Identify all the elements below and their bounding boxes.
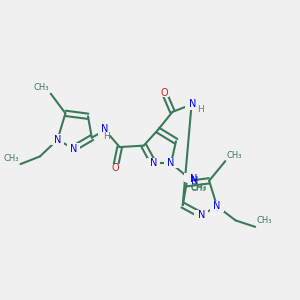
Text: N: N <box>150 158 157 168</box>
FancyBboxPatch shape <box>111 164 120 172</box>
Text: N: N <box>191 176 199 186</box>
Text: N: N <box>70 143 77 154</box>
Text: CH₃: CH₃ <box>227 151 242 160</box>
Text: CH₃: CH₃ <box>4 154 19 163</box>
FancyBboxPatch shape <box>185 99 198 110</box>
Text: O: O <box>112 163 119 173</box>
Text: H: H <box>103 132 110 141</box>
FancyBboxPatch shape <box>67 143 80 154</box>
FancyBboxPatch shape <box>160 88 169 97</box>
Text: CH₃: CH₃ <box>191 184 206 193</box>
FancyBboxPatch shape <box>194 210 208 220</box>
FancyBboxPatch shape <box>51 134 64 145</box>
Text: N: N <box>190 174 197 184</box>
FancyBboxPatch shape <box>210 201 224 211</box>
FancyBboxPatch shape <box>98 125 112 135</box>
Text: N: N <box>213 201 221 211</box>
Text: N: N <box>54 135 61 145</box>
Text: CH₃: CH₃ <box>34 83 49 92</box>
Text: N: N <box>167 158 175 168</box>
Text: N: N <box>197 210 205 220</box>
FancyBboxPatch shape <box>147 158 160 169</box>
Text: CH₃: CH₃ <box>190 183 207 192</box>
Text: O: O <box>160 88 168 98</box>
Text: N: N <box>189 99 197 109</box>
Text: H: H <box>197 105 204 114</box>
FancyBboxPatch shape <box>184 173 193 182</box>
FancyBboxPatch shape <box>164 158 178 169</box>
Text: N: N <box>101 124 108 134</box>
Text: CH₃: CH₃ <box>257 216 272 225</box>
